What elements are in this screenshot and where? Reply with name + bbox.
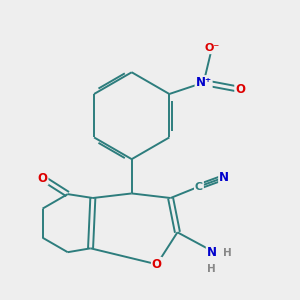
Text: H: H — [223, 248, 232, 258]
Text: O: O — [152, 258, 162, 271]
Text: H: H — [207, 264, 216, 274]
Text: O: O — [38, 172, 47, 184]
Text: N⁺: N⁺ — [196, 76, 212, 89]
Text: C: C — [195, 182, 203, 192]
Text: N: N — [207, 246, 217, 260]
Text: N: N — [219, 171, 229, 184]
Text: O⁻: O⁻ — [204, 43, 220, 53]
Text: O: O — [235, 83, 245, 96]
